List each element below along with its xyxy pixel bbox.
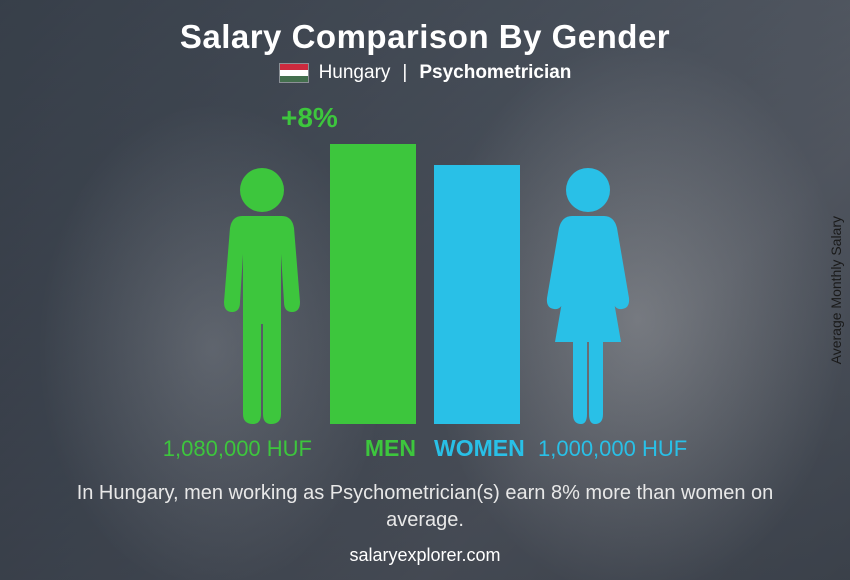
country-label: Hungary: [319, 62, 391, 84]
chart-figures: [45, 144, 805, 424]
salary-labels-row: 1,080,000 HUF MEN WOMEN 1,000,000 HUF: [45, 435, 805, 462]
job-title-label: Psychometrician: [419, 62, 571, 84]
y-axis-label-container: Average Monthly Salary: [822, 0, 850, 580]
women-salary-amount: 1,000,000 HUF: [538, 436, 738, 462]
y-axis-label: Average Monthly Salary: [828, 216, 844, 364]
separator: |: [402, 62, 407, 84]
men-label: MEN: [330, 435, 416, 462]
men-salary-amount: 1,080,000 HUF: [112, 436, 312, 462]
man-icon: [212, 164, 312, 424]
gender-comparison-chart: +8% 1,080,000 HUF MEN WOMEN 1,000,000 HU…: [45, 102, 805, 462]
flag-stripe: [280, 76, 308, 82]
page-title: Salary Comparison By Gender: [0, 0, 850, 56]
women-label: WOMEN: [434, 435, 520, 462]
delta-percentage-label: +8%: [281, 102, 338, 134]
women-bar: [434, 165, 520, 424]
men-bar: [330, 144, 416, 424]
hungary-flag-icon: [279, 63, 309, 83]
footer-site-label: salaryexplorer.com: [0, 545, 850, 566]
subtitle-row: Hungary | Psychometrician: [0, 62, 850, 84]
woman-icon: [538, 164, 638, 424]
description-text: In Hungary, men working as Psychometrici…: [65, 480, 785, 534]
